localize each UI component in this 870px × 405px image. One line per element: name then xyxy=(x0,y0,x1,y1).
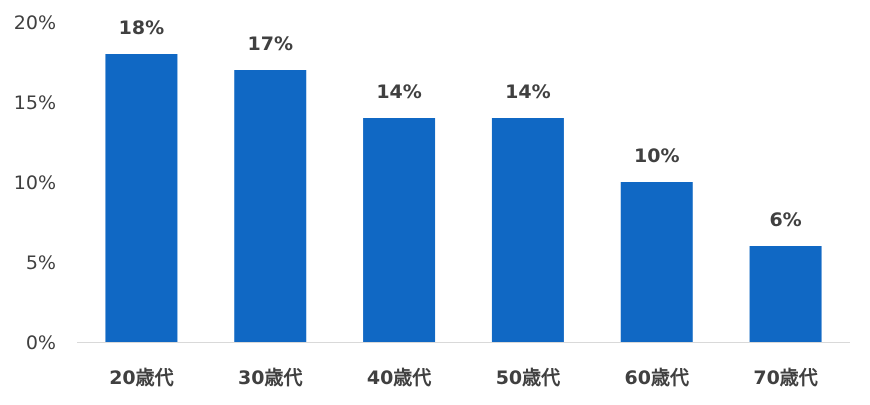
bar xyxy=(491,118,564,342)
data-label: 17% xyxy=(248,33,293,55)
y-axis-ticks: 0% 5% 10% 15% 20% xyxy=(14,12,56,354)
bars-group xyxy=(105,54,822,342)
x-tick-label: 30歳代 xyxy=(238,367,302,389)
bar xyxy=(749,246,822,342)
x-axis-ticks: 20歳代 30歳代 40歳代 50歳代 60歳代 70歳代 xyxy=(109,367,818,389)
y-tick-label: 0% xyxy=(26,332,56,354)
x-tick-label: 60歳代 xyxy=(625,367,689,389)
bar xyxy=(620,182,693,342)
data-label: 14% xyxy=(376,81,421,103)
data-label: 10% xyxy=(634,145,679,167)
data-label: 6% xyxy=(769,209,801,231)
bar xyxy=(234,70,307,342)
y-tick-label: 15% xyxy=(14,92,56,114)
x-tick-label: 40歳代 xyxy=(367,367,431,389)
y-tick-label: 10% xyxy=(14,172,56,194)
bar xyxy=(105,54,178,342)
bar xyxy=(363,118,436,342)
data-label: 14% xyxy=(505,81,550,103)
y-tick-label: 5% xyxy=(26,252,56,274)
x-tick-label: 20歳代 xyxy=(109,367,173,389)
x-tick-label: 50歳代 xyxy=(496,367,560,389)
data-label: 18% xyxy=(119,17,164,39)
y-tick-label: 20% xyxy=(14,12,56,34)
data-labels-group: 18% 17% 14% 14% 10% 6% xyxy=(119,17,802,231)
x-tick-label: 70歳代 xyxy=(753,367,817,389)
